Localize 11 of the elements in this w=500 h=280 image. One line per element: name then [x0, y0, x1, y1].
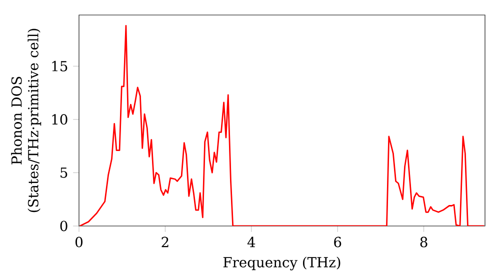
y-axis-title: Phonon DOS (States/THz·primitive cell) [11, 28, 42, 212]
y-tick-label: 10 [52, 114, 68, 125]
x-tick-label: 4 [247, 236, 256, 248]
y-tick-label: 15 [52, 60, 68, 72]
x-axis-title: Frequency (THz) [223, 256, 340, 270]
x-tick-label: 0 [76, 236, 82, 248]
x-tick-label: 6 [334, 236, 342, 248]
x-tick-label: 2 [162, 236, 168, 248]
y-tick-label: 0 [60, 220, 68, 232]
y-tick-label: 5 [60, 168, 68, 178]
x-tick-label: 8 [420, 236, 428, 248]
